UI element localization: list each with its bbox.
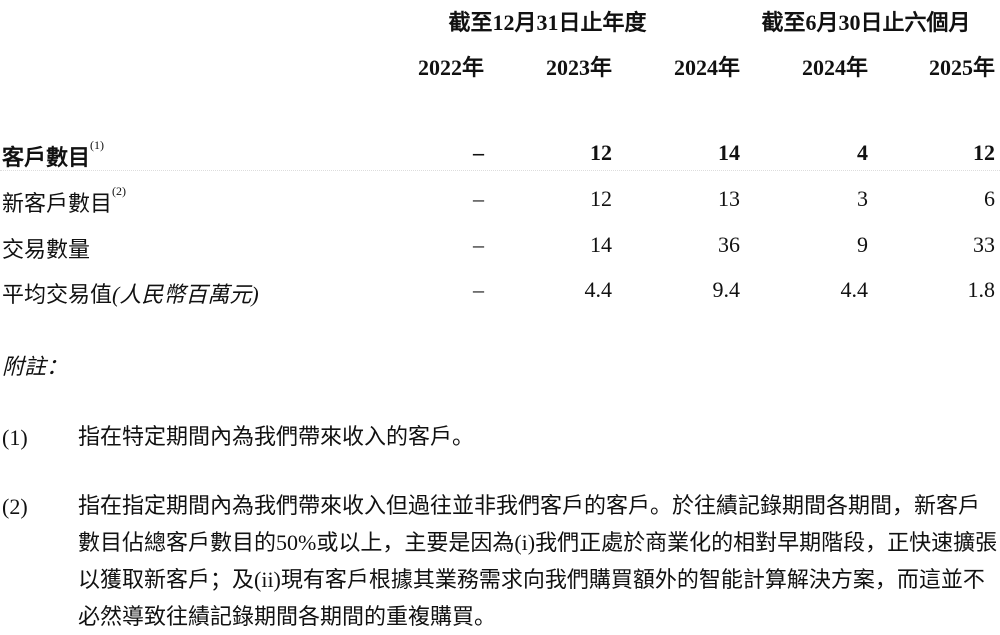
table-cell: – bbox=[473, 140, 484, 165]
table-cell: 9 bbox=[857, 232, 868, 257]
table-cell: 36 bbox=[718, 232, 740, 257]
table-cell: 12 bbox=[973, 140, 995, 165]
table-cell: 1.8 bbox=[967, 277, 996, 302]
row-label-text: 新客戶數目 bbox=[2, 191, 113, 216]
table-cell: – bbox=[473, 277, 484, 302]
table-cell: 12 bbox=[590, 186, 612, 211]
table-cell: 14 bbox=[718, 140, 740, 165]
table-cell: 14 bbox=[590, 232, 612, 257]
table-cell: 4 bbox=[857, 140, 868, 165]
column-header: 2024年 bbox=[801, 55, 868, 80]
table-cell: 12 bbox=[590, 140, 612, 165]
column-header: 2025年 bbox=[928, 55, 995, 80]
notes-heading: 附註： bbox=[2, 354, 69, 379]
row-label-text: 平均交易值 bbox=[2, 282, 113, 307]
table-cell: 6 bbox=[984, 186, 995, 211]
table-cell: 4.4 bbox=[840, 277, 869, 302]
table-cell: – bbox=[473, 232, 484, 257]
row-label-avg-transaction-value: 平均交易值(人民幣百萬元) bbox=[2, 277, 259, 309]
unit-label: (人民幣百萬元) bbox=[112, 282, 259, 307]
group-header-six-months: 截至6月30日止六個月 bbox=[761, 10, 971, 35]
footnote-ref: (2) bbox=[112, 184, 127, 198]
table-cell: 4.4 bbox=[584, 277, 613, 302]
table-cell: – bbox=[473, 186, 484, 211]
note-number: (2) bbox=[2, 494, 28, 519]
table-cell: 9.4 bbox=[712, 277, 741, 302]
note-number: (1) bbox=[2, 425, 28, 450]
column-header: 2024年 bbox=[673, 55, 740, 80]
row-label-customers: 客戶數目(1) bbox=[2, 138, 105, 172]
table-cell: 13 bbox=[718, 186, 740, 211]
row-divider bbox=[0, 170, 1000, 171]
column-header: 2023年 bbox=[545, 55, 612, 80]
note-text: 指在指定期間內為我們帶來收入但過往並非我們客戶的客戶。於往績記錄期間各期間，新客… bbox=[78, 493, 998, 629]
footnote-ref: (1) bbox=[90, 138, 105, 152]
row-label-transactions: 交易數量 bbox=[2, 237, 91, 262]
table-cell: 3 bbox=[857, 186, 868, 211]
group-header-annual: 截至12月31日止年度 bbox=[448, 10, 647, 35]
note-text: 指在特定期間內為我們帶來收入的客戶。 bbox=[78, 424, 475, 449]
row-label-new-customers: 新客戶數目(2) bbox=[2, 184, 127, 218]
row-label-text: 客戶數目 bbox=[2, 145, 91, 170]
table-cell: 33 bbox=[973, 232, 995, 257]
column-header: 2022年 bbox=[417, 55, 484, 80]
